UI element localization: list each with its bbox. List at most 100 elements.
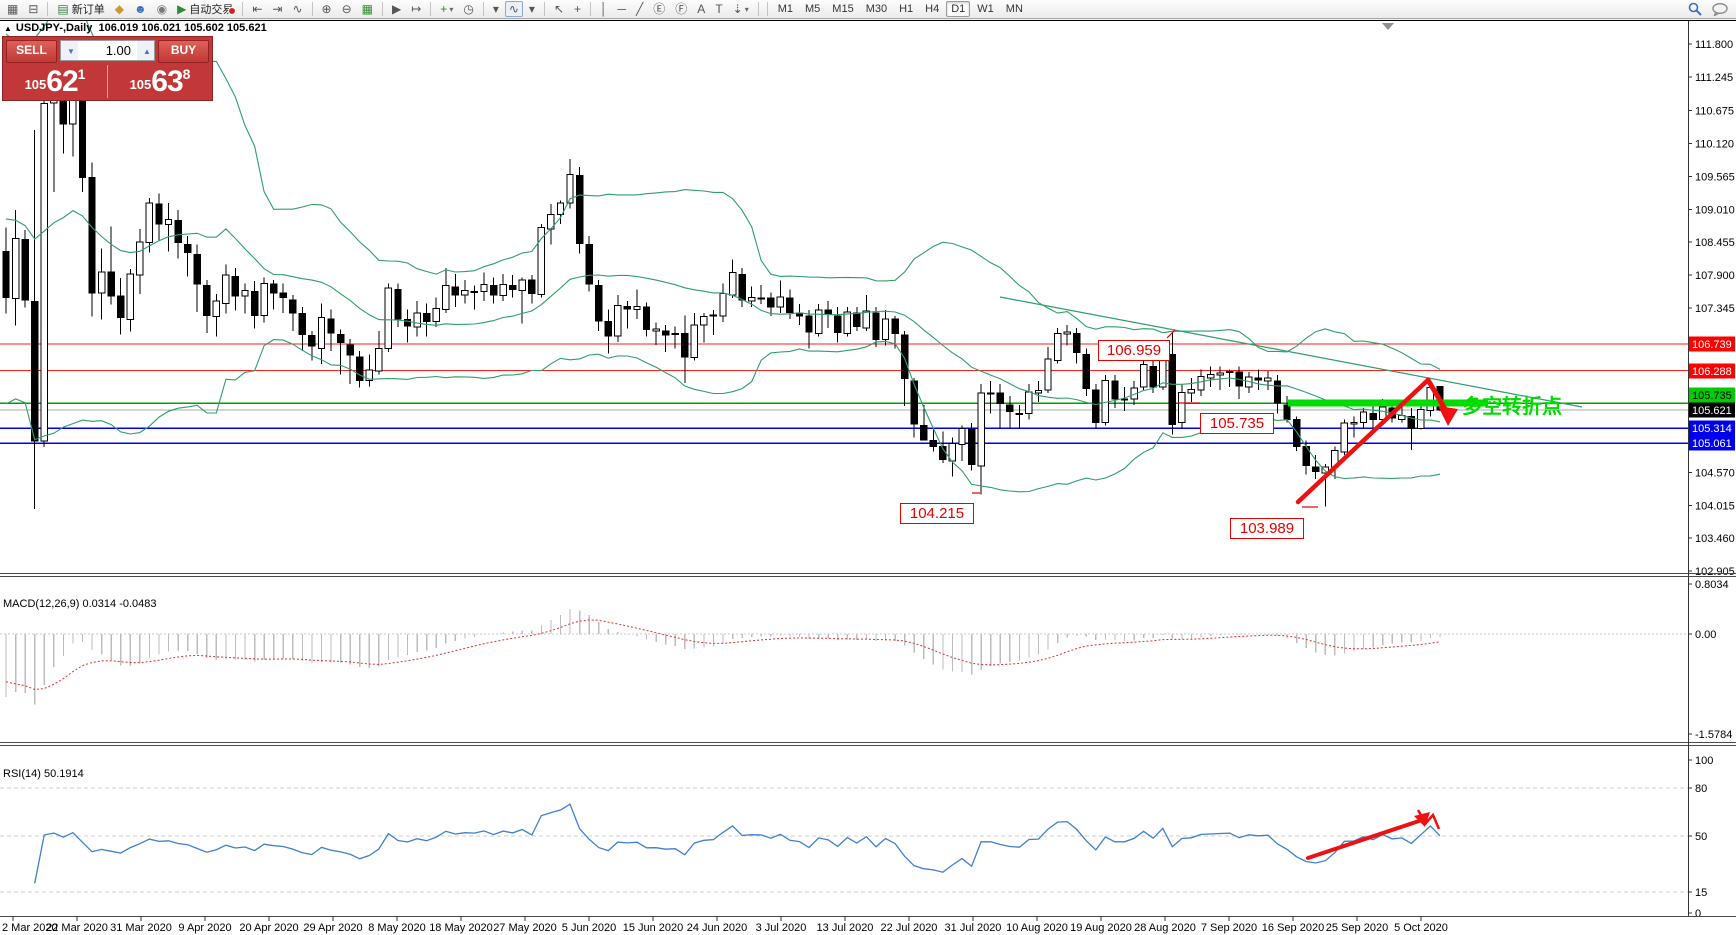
timeframe-m1[interactable]: M1 bbox=[773, 1, 798, 17]
toolbar-separator bbox=[311, 2, 313, 16]
candle-body bbox=[805, 315, 813, 333]
crosshair-icon[interactable]: + bbox=[570, 1, 585, 17]
candle-body bbox=[1063, 331, 1071, 335]
timeframe-h1[interactable]: H1 bbox=[894, 1, 918, 17]
price-callout-106959[interactable]: 106.959 bbox=[1098, 340, 1170, 361]
rsi-axis-label: 80 bbox=[1695, 783, 1707, 795]
text-label-tool-icon[interactable]: T bbox=[711, 1, 726, 17]
fibonacci-tool-icon[interactable]: Ⓕ bbox=[671, 1, 691, 17]
profiles-icon[interactable]: ⊟ bbox=[24, 1, 42, 17]
text-tool-icon[interactable]: A bbox=[693, 1, 709, 17]
sell-price-prefix: 105 bbox=[24, 77, 47, 92]
arrows-tool-icon[interactable]: ⇣ ▾ bbox=[729, 1, 753, 17]
broadcast-icon[interactable]: ◉ bbox=[153, 1, 171, 17]
chat-icon[interactable] bbox=[1712, 2, 1728, 16]
horizontal-line-tool-icon[interactable]: ─ bbox=[614, 1, 631, 17]
candle-body bbox=[1053, 333, 1062, 361]
rsi-trend-arrow[interactable] bbox=[1306, 818, 1424, 860]
volume-down-button[interactable]: ▼ bbox=[61, 41, 78, 60]
timeframe-d1[interactable]: D1 bbox=[946, 1, 971, 17]
descending-trendline[interactable] bbox=[999, 296, 1583, 408]
auto-scroll-icon[interactable]: ⇥ bbox=[268, 1, 286, 17]
sell-price[interactable]: 105621 bbox=[3, 65, 107, 98]
strategy-test-play-icon[interactable]: ▶ bbox=[388, 1, 405, 17]
crosshair-glyph: + bbox=[574, 2, 582, 16]
zoom-in-icon[interactable]: ⊕ bbox=[318, 1, 336, 17]
candle-body bbox=[432, 307, 440, 322]
add-indicator-icon[interactable]: + ▾ bbox=[436, 1, 457, 17]
candle-body bbox=[136, 241, 144, 276]
axis-price-label-105.314 bbox=[1689, 420, 1735, 436]
candle-body bbox=[862, 310, 871, 329]
volume-input[interactable]: 1.00 bbox=[105, 43, 131, 58]
axis-price-label-105.735 bbox=[1689, 387, 1735, 403]
candle-body bbox=[212, 300, 221, 318]
chart-svg[interactable]: 111.800 111.245 110.675 110.120 109.565 109.0… bbox=[0, 20, 1736, 935]
chart-shift-icon[interactable]: ⇤ bbox=[248, 1, 266, 17]
toolbar-separator bbox=[47, 2, 49, 16]
new-chart-icon[interactable]: ▦ bbox=[3, 1, 22, 17]
cursor-glyph: ↖ bbox=[553, 2, 564, 16]
trendline-tool-icon[interactable]: ╱ bbox=[632, 1, 647, 17]
tile-windows-icon[interactable]: ▦ bbox=[358, 1, 377, 17]
candle-body bbox=[499, 284, 507, 296]
rsi-line bbox=[34, 803, 1441, 884]
candle-body bbox=[375, 348, 383, 372]
candle-body bbox=[1264, 377, 1272, 382]
timeframe-m15[interactable]: M15 bbox=[827, 1, 858, 17]
candle-body bbox=[1254, 377, 1263, 381]
timeframe-m5[interactable]: M5 bbox=[800, 1, 825, 17]
timeframe-h4[interactable]: H4 bbox=[920, 1, 944, 17]
candle-body bbox=[614, 304, 622, 337]
candle-body bbox=[193, 253, 201, 285]
timeframe-w1[interactable]: W1 bbox=[972, 1, 999, 17]
market-icon[interactable]: ◆ bbox=[111, 1, 128, 17]
chart-type-caret-icon[interactable]: ▾ bbox=[525, 1, 539, 17]
chart-shift-marker[interactable] bbox=[1382, 23, 1394, 30]
macd-axis-label: -1.5784 bbox=[1695, 729, 1732, 741]
periods-clock-icon[interactable]: ◷ bbox=[459, 1, 477, 17]
search-icon[interactable] bbox=[1688, 2, 1702, 16]
cursor-icon[interactable]: ↖ bbox=[550, 1, 568, 17]
signals-icon[interactable]: ☻ bbox=[130, 1, 151, 17]
candle-body bbox=[117, 295, 125, 319]
volume-up-button[interactable]: ▲ bbox=[137, 41, 154, 60]
strategy-test-step-icon[interactable]: ↦ bbox=[407, 1, 425, 17]
candle-body bbox=[1168, 354, 1176, 425]
line-chart-type-icon[interactable]: ∿ bbox=[504, 1, 523, 17]
axis-price-label-105.735-text: 105.735 bbox=[1692, 390, 1732, 402]
candle-body bbox=[451, 286, 460, 296]
candle-body bbox=[21, 239, 29, 301]
date-tick-label: 27 May 2020 bbox=[493, 922, 557, 934]
date-tick-label: 8 May 2020 bbox=[368, 922, 425, 934]
sell-button[interactable]: SELL bbox=[6, 40, 57, 63]
price-tick-label: 110.120 bbox=[1695, 139, 1734, 151]
price-callout-105735[interactable]: 105.735 bbox=[1200, 413, 1274, 434]
buy-price[interactable]: 105638 bbox=[107, 65, 212, 98]
arrows-tool-glyph: ⇣ bbox=[732, 2, 743, 16]
price-callout-104215[interactable]: 104.215 bbox=[900, 503, 974, 524]
price-callout-103989[interactable]: 103.989 bbox=[1230, 518, 1304, 539]
date-tick-label: 22 Mar 2020 bbox=[46, 922, 108, 934]
new-order-icon[interactable]: ▤ 新订单 bbox=[53, 1, 108, 17]
collapse-icon[interactable]: ▲ bbox=[4, 24, 12, 33]
zoom-out-glyph: ⊖ bbox=[341, 2, 352, 16]
candle-body bbox=[910, 380, 918, 425]
chart-bars-caret-icon[interactable]: ▾ bbox=[489, 1, 503, 17]
one-click-trade-panel: SELL ▼ 1.00 ▲ BUY 105621 105638 bbox=[2, 36, 213, 101]
timeframe-m30[interactable]: M30 bbox=[861, 1, 892, 17]
rsi-axis-label: 15 bbox=[1695, 887, 1707, 899]
equidistant-channel-tool-icon[interactable]: Ⓔ bbox=[649, 1, 669, 17]
buy-button[interactable]: BUY bbox=[158, 40, 209, 63]
chart-profile-icon[interactable]: ∿ bbox=[288, 1, 306, 17]
vertical-line-tool-icon[interactable]: │ bbox=[596, 1, 612, 17]
turning-point-note[interactable]: 多空转折点 bbox=[1462, 396, 1562, 418]
candle-body bbox=[336, 333, 345, 344]
timeframe-mn[interactable]: MN bbox=[1001, 1, 1028, 17]
autotrading-icon[interactable]: ▶ 自动交易 bbox=[173, 1, 237, 17]
zoom-out-icon[interactable]: ⊖ bbox=[338, 1, 356, 17]
sell-price-sup: 1 bbox=[77, 66, 86, 82]
candle-body bbox=[1359, 411, 1368, 424]
candle-body bbox=[422, 313, 431, 322]
up-trend-arrow[interactable] bbox=[1295, 377, 1431, 505]
